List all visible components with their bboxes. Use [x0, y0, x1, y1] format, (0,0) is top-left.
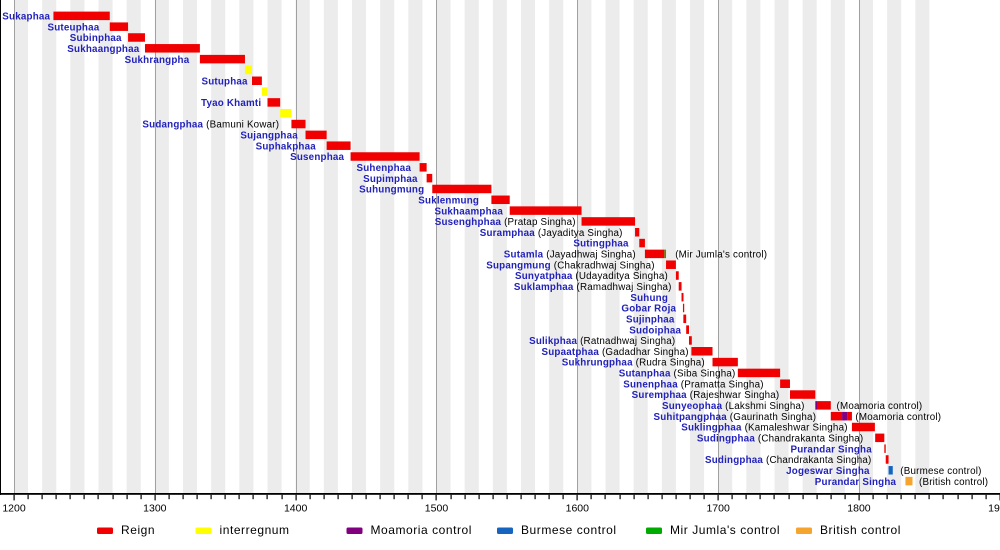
svg-text:Sujangphaa: Sujangphaa [240, 131, 298, 142]
svg-text:Purandar Singha: Purandar Singha [815, 477, 897, 488]
svg-text:Suphakphaa: Suphakphaa [256, 141, 317, 152]
svg-text:1600: 1600 [566, 503, 590, 515]
svg-text:Suhitpangphaa (Gaurinath Singh: Suhitpangphaa (Gaurinath Singha) [654, 412, 817, 423]
svg-text:Sukhaangphaa: Sukhaangphaa [67, 44, 139, 55]
svg-text:Suhung: Suhung [630, 293, 668, 304]
svg-text:Jogeswar Singha: Jogeswar Singha [786, 466, 870, 477]
svg-text:Suhungmung: Suhungmung [359, 185, 424, 196]
svg-text:Supangmung (Chakradhwaj Singha: Supangmung (Chakradhwaj Singha) [486, 260, 654, 271]
svg-text:1200: 1200 [2, 503, 26, 515]
svg-text:Sudingphaa (Chandrakanta Singh: Sudingphaa (Chandrakanta Singha) [705, 455, 871, 466]
svg-text:Sujinphaa: Sujinphaa [626, 314, 675, 325]
svg-text:Burmese control: Burmese control [521, 523, 617, 537]
svg-text:(Burmese control): (Burmese control) [900, 466, 981, 477]
svg-text:Gobar Roja: Gobar Roja [621, 304, 676, 315]
svg-text:Susenphaa: Susenphaa [290, 152, 344, 163]
svg-text:Suklamphaa (Ramadhwaj Singha): Suklamphaa (Ramadhwaj Singha) [514, 282, 672, 293]
svg-text:Suremphaa (Rajeshwar Singha): Suremphaa (Rajeshwar Singha) [632, 390, 780, 401]
svg-text:Sudoiphaa: Sudoiphaa [629, 325, 681, 336]
svg-text:Sulikphaa (Ratnadhwaj Singha): Sulikphaa (Ratnadhwaj Singha) [529, 336, 675, 347]
svg-text:Suhenphaa: Suhenphaa [356, 163, 411, 174]
svg-text:Sudangphaa (Bamuni Kowar): Sudangphaa (Bamuni Kowar) [142, 120, 279, 131]
svg-text:(Moamoria control): (Moamoria control) [837, 401, 923, 412]
svg-text:1900: 1900 [988, 503, 1000, 515]
svg-text:Supimphaa: Supimphaa [363, 174, 418, 185]
svg-text:1300: 1300 [143, 503, 167, 515]
svg-text:1700: 1700 [706, 503, 730, 515]
svg-text:Sutamla (Jayadhwaj Singha): Sutamla (Jayadhwaj Singha) [504, 250, 636, 261]
svg-text:Sutuphaa: Sutuphaa [201, 76, 248, 87]
svg-text:Mir Jumla's control: Mir Jumla's control [670, 523, 780, 537]
svg-text:Sunyatphaa (Udayaditya Singha): Sunyatphaa (Udayaditya Singha) [515, 271, 668, 282]
svg-text:Sukhrangpha: Sukhrangpha [125, 55, 190, 66]
svg-text:Sunyeophaa (Lakshmi Singha): Sunyeophaa (Lakshmi Singha) [662, 401, 805, 412]
svg-text:Purandar Singha: Purandar Singha [791, 444, 873, 455]
svg-text:(Moamoria control): (Moamoria control) [855, 412, 941, 423]
svg-text:1500: 1500 [425, 503, 449, 515]
svg-text:Tyao Khamti: Tyao Khamti [201, 98, 261, 109]
svg-text:Susenghphaa (Pratap Singha): Susenghphaa (Pratap Singha) [435, 217, 576, 228]
svg-text:Suklenmung: Suklenmung [418, 195, 479, 206]
svg-text:(Mir Jumla's control): (Mir Jumla's control) [675, 250, 767, 261]
svg-text:interregnum: interregnum [220, 523, 290, 537]
svg-text:Reign: Reign [121, 523, 155, 537]
svg-text:Sutingphaa: Sutingphaa [573, 239, 629, 250]
svg-text:1800: 1800 [847, 503, 871, 515]
svg-text:Sukaphaa: Sukaphaa [2, 12, 50, 23]
svg-text:Suklingphaa (Kamaleshwar Singh: Suklingphaa (Kamaleshwar Singha) [681, 423, 847, 434]
svg-text:Suteuphaa: Suteuphaa [48, 22, 100, 33]
svg-text:Sunenphaa (Pramatta Singha): Sunenphaa (Pramatta Singha) [623, 379, 763, 390]
svg-text:Sukhrungphaa (Rudra Singha): Sukhrungphaa (Rudra Singha) [562, 358, 705, 369]
svg-text:Sukhaamphaa: Sukhaamphaa [434, 206, 503, 217]
svg-text:Supaatphaa (Gadadhar Singha): Supaatphaa (Gadadhar Singha) [542, 347, 689, 358]
svg-text:Sudingphaa (Chandrakanta Singh: Sudingphaa (Chandrakanta Singha) [697, 433, 863, 444]
svg-text:Subinphaa: Subinphaa [70, 33, 122, 44]
svg-text:Sutanphaa (Siba Singha): Sutanphaa (Siba Singha) [619, 369, 736, 380]
svg-text:Moamoria control: Moamoria control [371, 523, 473, 537]
svg-text:British control: British control [820, 523, 901, 537]
svg-text:(British control): (British control) [919, 477, 988, 488]
svg-text:Suramphaa (Jayaditya Singha): Suramphaa (Jayaditya Singha) [480, 228, 623, 239]
svg-text:1400: 1400 [284, 503, 308, 515]
